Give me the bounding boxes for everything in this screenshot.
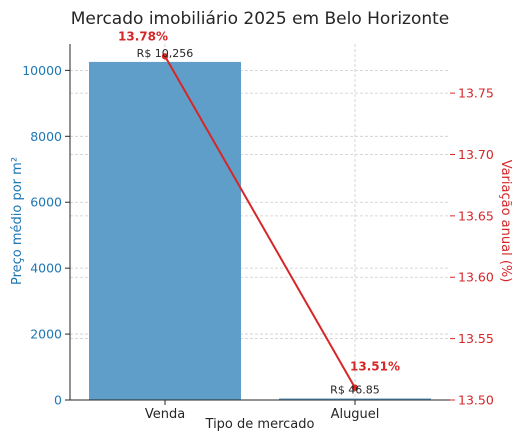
bar-value-label: R$ 46.85 <box>330 383 380 396</box>
y2-tick-label: 13.50 <box>458 393 494 408</box>
y-tick-label: 6000 <box>30 195 62 210</box>
y-tick-label: 0 <box>54 393 62 408</box>
y2-tick-label: 13.55 <box>458 331 494 346</box>
bar-aluguel <box>279 398 431 400</box>
line-point <box>161 53 169 60</box>
y2-tick-label: 13.75 <box>458 86 494 101</box>
y2-axis-label: Variação anual (%) <box>498 160 513 283</box>
data-labels: R$ 10,256 R$ 46.85 13.78% 13.51% <box>118 29 400 396</box>
bars <box>89 61 431 400</box>
line-value-label: 13.51% <box>350 360 400 374</box>
line-value-label: 13.78% <box>118 29 168 43</box>
y2-tick-label: 13.60 <box>458 270 494 285</box>
y-axis-label: Preço médio por m² <box>10 157 25 285</box>
x-tick-label: Venda <box>145 407 185 422</box>
y-tick-label: 8000 <box>30 129 62 144</box>
y2-axis-ticks: 13.50 13.55 13.60 13.65 13.70 13.75 <box>458 86 494 408</box>
bar-value-label: R$ 10,256 <box>137 47 194 60</box>
y-tick-label: 2000 <box>30 327 62 342</box>
axes <box>65 44 455 405</box>
chart-title: Mercado imobiliário 2025 em Belo Horizon… <box>71 9 450 29</box>
y-tick-label: 10000 <box>22 63 62 78</box>
y-tick-label: 4000 <box>30 261 62 276</box>
y2-tick-label: 13.70 <box>458 147 494 162</box>
line-series-path <box>164 55 356 389</box>
x-axis-ticks: Venda Aluguel <box>145 407 380 422</box>
y2-tick-label: 13.65 <box>458 208 494 223</box>
x-axis-label: Tipo de mercado <box>205 417 315 432</box>
bar-venda <box>89 61 241 400</box>
x-tick-label: Aluguel <box>331 407 380 422</box>
line-point <box>351 384 359 391</box>
y-axis-ticks: 0 2000 4000 6000 8000 10000 <box>22 63 62 408</box>
line-series <box>161 53 359 391</box>
